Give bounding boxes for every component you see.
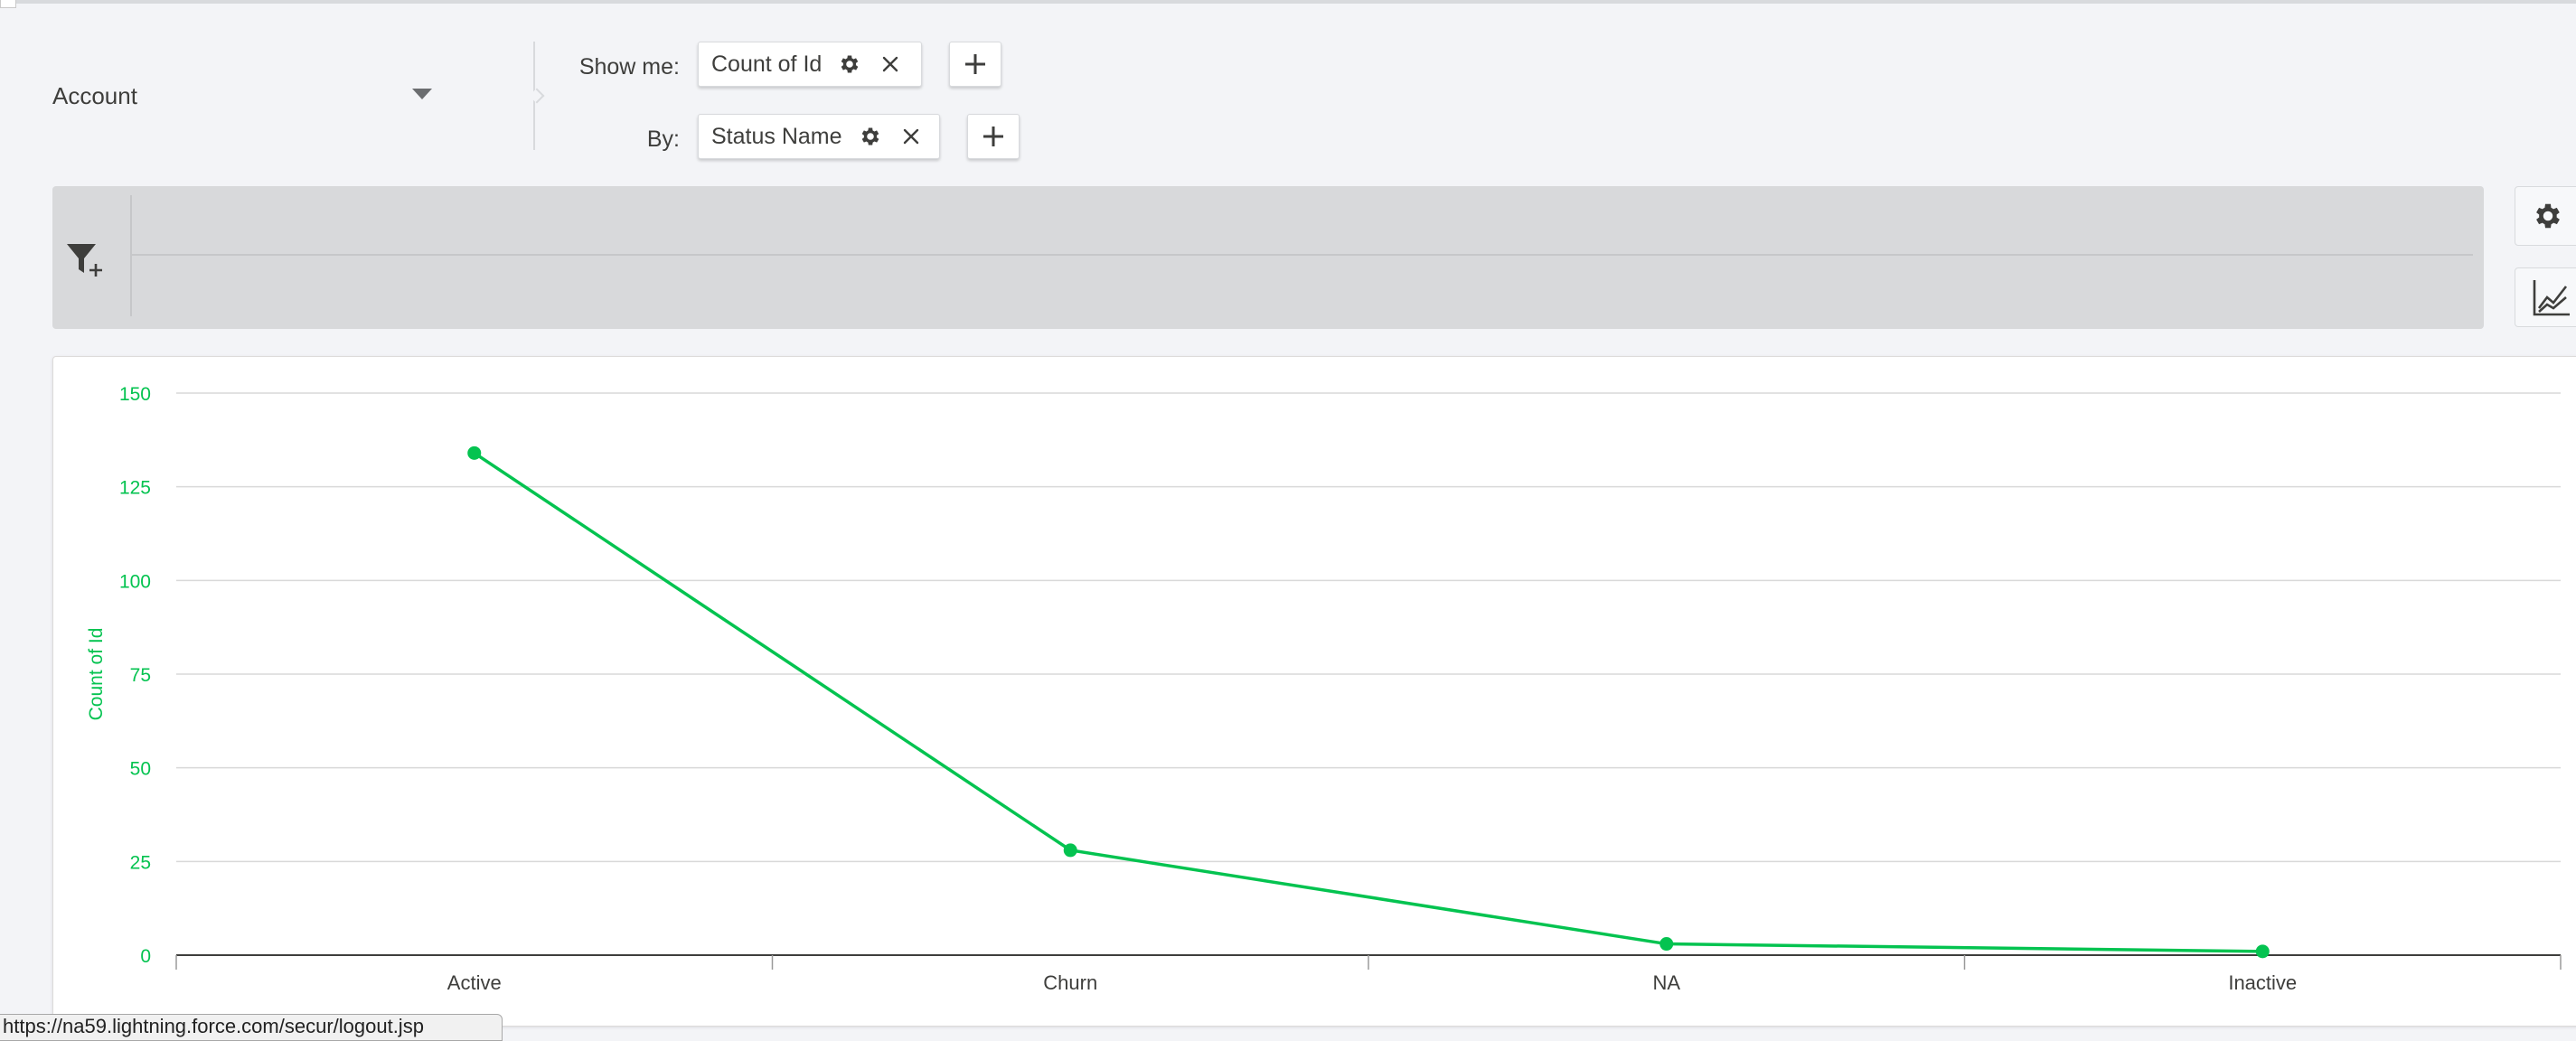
line-chart-icon [2533, 280, 2570, 316]
top-left-tab [0, 0, 16, 8]
x-tick-label: Churn [1043, 971, 1097, 994]
object-dropdown-label: Account [52, 81, 137, 109]
y-tick-label: 50 [130, 759, 151, 780]
data-point [1063, 843, 1077, 858]
grouping-chip[interactable]: Status Name [698, 114, 940, 159]
chart-panel: 0 25 50 75 100 125 150 Active Churn NA Inactive Cou… [52, 356, 2576, 1027]
gear-icon[interactable] [859, 125, 882, 148]
data-point [1659, 937, 1674, 952]
gear-icon[interactable] [838, 52, 861, 76]
gear-icon [2536, 203, 2560, 229]
measure-chip-label: Count of Id [711, 51, 823, 77]
browser-status-url: https://na59.lightning.force.com/secur/l… [0, 1014, 503, 1041]
y-tick-label: 100 [119, 571, 151, 592]
close-icon[interactable] [902, 127, 920, 145]
y-tick-label: 75 [130, 665, 151, 686]
chevron-down-icon [412, 89, 432, 99]
data-point [2255, 944, 2270, 959]
grouping-chip-label: Status Name [711, 123, 842, 149]
plus-icon [983, 127, 1003, 146]
series-line [473, 451, 2263, 953]
y-tick-label: 150 [119, 384, 151, 405]
top-border [0, 0, 2576, 4]
measure-chip[interactable]: Count of Id [698, 42, 922, 87]
y-tick-label: 25 [130, 852, 151, 873]
x-tick-label: Active [447, 971, 502, 994]
filter-row-divider [132, 254, 2473, 256]
chart-type-button[interactable] [2515, 267, 2576, 327]
add-measure-button[interactable] [949, 42, 1001, 87]
by-label: By: [646, 127, 680, 152]
data-point [467, 445, 482, 460]
filter-add-icon[interactable] [65, 240, 108, 280]
y-tick-label: 125 [119, 478, 151, 499]
object-dropdown[interactable]: Account [52, 76, 432, 116]
y-axis-title: Count of Id [86, 628, 107, 721]
section-divider-notch [529, 88, 545, 104]
x-tick-label: Inactive [2228, 971, 2297, 994]
close-icon[interactable] [881, 55, 899, 73]
filter-bar [52, 186, 2484, 329]
y-tick-label: 0 [140, 946, 151, 967]
x-tick-label: NA [1652, 971, 1680, 994]
chart-settings-button[interactable] [2515, 186, 2576, 246]
add-grouping-button[interactable] [967, 114, 1020, 159]
plus-icon [965, 54, 985, 74]
line-chart: 0 25 50 75 100 125 150 Active Churn NA Inactive Cou… [86, 384, 2562, 994]
filter-separator [130, 195, 132, 316]
show-me-label: Show me: [578, 54, 680, 80]
